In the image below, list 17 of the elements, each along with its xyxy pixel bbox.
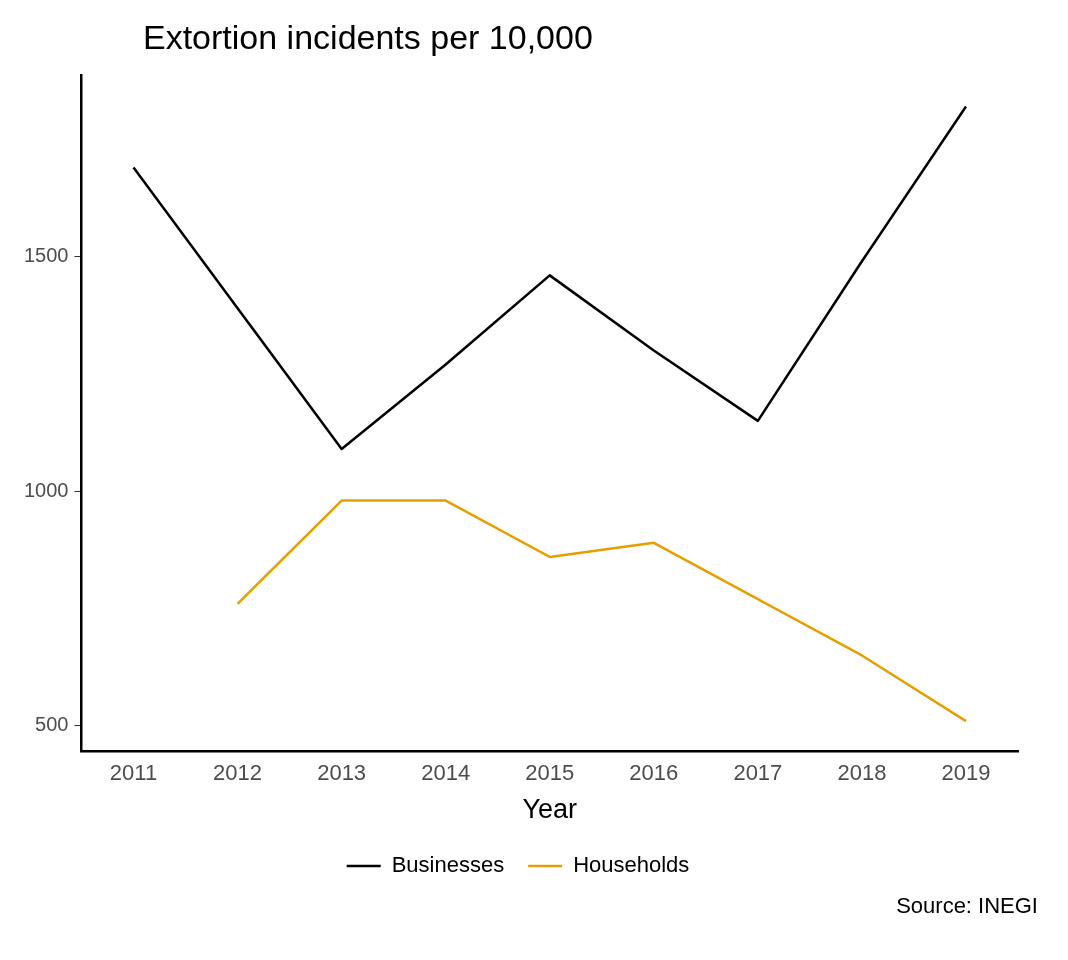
y-tick-label: 500: [35, 713, 69, 736]
x-tick-label: 2013: [317, 760, 367, 786]
x-tick-label: 2012: [213, 760, 263, 786]
x-tick-label: 2016: [629, 760, 679, 786]
x-tick-label: 2019: [941, 760, 991, 786]
source-note: Source: INEGI: [895, 892, 1039, 920]
y-tick-label: 1000: [23, 478, 69, 501]
x-axis-title: Year: [522, 794, 578, 825]
chart-title: Extortion incidents per 10,000: [142, 17, 594, 57]
x-tick-label: 2011: [109, 760, 158, 786]
x-tick-label: 2014: [421, 760, 471, 786]
x-tick-label: 2018: [837, 760, 887, 786]
legend-label: Households: [573, 852, 690, 878]
legend-label: Businesses: [391, 852, 505, 878]
x-tick-label: 2015: [525, 760, 575, 786]
x-tick-label: 2017: [733, 760, 783, 786]
y-tick-label: 1500: [23, 244, 69, 267]
